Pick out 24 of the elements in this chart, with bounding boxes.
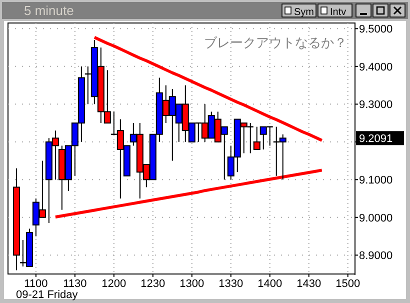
chart-title: 5 minute xyxy=(24,3,74,18)
y-tick-label: 9.3000 xyxy=(359,99,393,112)
text: 9.2091 xyxy=(359,133,393,146)
x-tick-label: 1500 xyxy=(336,278,360,290)
text: Intv xyxy=(330,7,346,18)
x-tick-label: 1300 xyxy=(180,278,204,290)
x-tick-label: 1100 xyxy=(24,278,48,290)
x-tick-label: 1430 xyxy=(296,278,322,290)
x-tick-label: 1200 xyxy=(102,278,126,290)
y-tick-label: 9.0000 xyxy=(359,212,393,224)
line-series xyxy=(54,168,324,219)
x-tick-label: 1130 xyxy=(63,278,87,290)
y-tick-label: 9.5000 xyxy=(359,24,393,36)
annotation: ブレークアウトなるか？ xyxy=(204,35,347,50)
line-series xyxy=(92,36,324,142)
x-tick-label: 1230 xyxy=(140,278,166,290)
candlestick xyxy=(253,126,260,150)
x-tick-label: 1330 xyxy=(218,278,244,290)
y-tick-label: 9.1000 xyxy=(359,174,393,187)
text: Sym xyxy=(294,7,314,18)
y-tick-label: 8.9000 xyxy=(359,250,393,262)
y-tick-label: 9.4000 xyxy=(359,61,393,74)
x-axis-title: 09-21 Friday xyxy=(16,289,78,301)
x-tick-label: 1400 xyxy=(258,278,282,290)
